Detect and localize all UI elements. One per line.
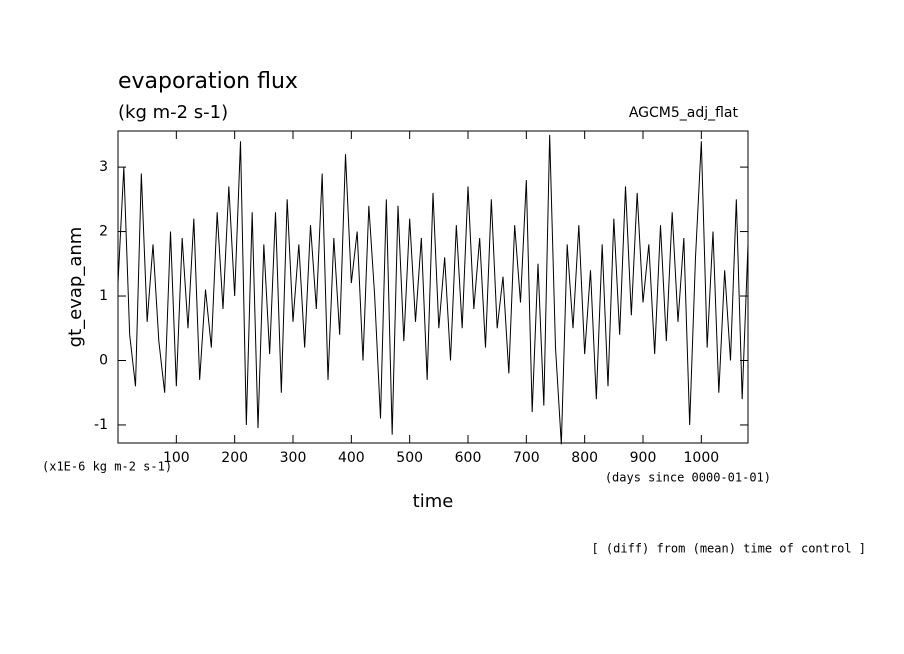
x-tick-label: 400 xyxy=(338,450,365,466)
chart-subtitle: (kg m-2 s-1) xyxy=(118,102,228,123)
x-tick-label: 100 xyxy=(163,450,190,466)
x-tick-label: 800 xyxy=(571,450,598,466)
x-tick-label: 600 xyxy=(455,450,482,466)
x-unit: (days since 0000-01-01) xyxy=(605,471,771,485)
x-axis-label: time xyxy=(413,491,454,512)
y-tick-label: 0 xyxy=(99,352,108,368)
x-tick-label: 900 xyxy=(630,450,657,466)
y-tick-label: -1 xyxy=(94,417,108,433)
data-line xyxy=(117,134,749,445)
footer: [ (diff) from (mean) time of control ] xyxy=(591,542,866,556)
x-tick-label: 200 xyxy=(221,450,248,466)
x-tick-label: 300 xyxy=(280,450,307,466)
y-tick-label: 2 xyxy=(99,224,108,240)
y-tick-label: 3 xyxy=(99,159,108,175)
run-label: AGCM5_adj_flat xyxy=(629,105,739,121)
x-tick-label: 500 xyxy=(396,450,423,466)
plot-frame xyxy=(117,130,749,444)
y-unit: (x1E-6 kg m-2 s-1) xyxy=(42,460,172,474)
chart-title: evaporation flux xyxy=(118,69,298,94)
x-tick-label: 1000 xyxy=(684,450,720,466)
y-axis-label: gt_evap_anm xyxy=(65,227,86,348)
x-tick-label: 700 xyxy=(513,450,540,466)
y-tick-label: 1 xyxy=(99,288,108,304)
